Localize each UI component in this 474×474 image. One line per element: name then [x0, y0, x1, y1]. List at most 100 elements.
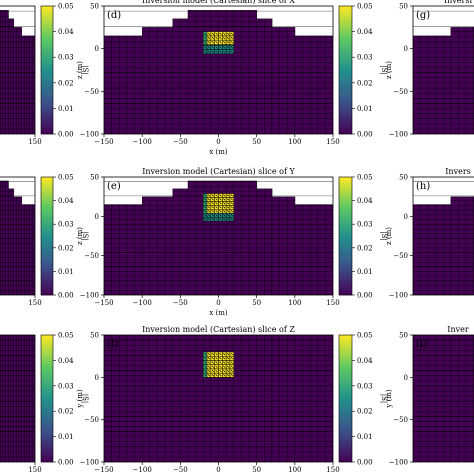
mesh-cell — [195, 209, 204, 216]
mesh-cell — [104, 266, 113, 272]
mesh-cell — [203, 92, 212, 99]
mesh-cell — [10, 257, 15, 263]
colorbar-segment — [339, 12, 352, 16]
colorbar-segment — [339, 82, 352, 87]
mesh-cell — [443, 51, 452, 58]
mesh-cell — [2, 181, 7, 187]
mesh-cell — [279, 72, 288, 79]
mesh-cell — [203, 97, 212, 104]
mesh-cell — [172, 82, 181, 89]
mesh-cell — [248, 186, 258, 192]
colorbar-segment — [41, 224, 53, 228]
mesh-cell — [203, 118, 212, 125]
mesh-cell — [5, 77, 9, 84]
mesh-cell — [164, 103, 174, 109]
mesh-cell — [2, 103, 7, 109]
colorbar-segment — [41, 108, 53, 112]
mesh-cell — [287, 87, 296, 94]
mesh-cell — [458, 31, 467, 38]
mesh-cell — [104, 97, 113, 104]
mesh-cell — [119, 238, 128, 244]
panel-c-plot — [0, 335, 35, 462]
mesh-cell — [317, 266, 326, 272]
mesh-cell — [233, 214, 242, 220]
mesh-cell — [413, 103, 421, 109]
mesh-cell — [271, 275, 280, 282]
mesh-cell — [24, 233, 28, 239]
anomaly-arrow — [211, 198, 214, 201]
colorbar-tick-label: 0.00 — [357, 292, 373, 300]
mesh-cell — [413, 118, 421, 125]
mesh-cell — [195, 266, 204, 272]
mesh-cell — [104, 209, 113, 216]
mesh-cell — [13, 224, 17, 230]
anomaly-arrow — [226, 210, 230, 213]
y-tick-label: −50 — [84, 88, 99, 96]
mesh-cell — [309, 204, 319, 206]
mesh-cell — [5, 51, 9, 58]
mesh-cell — [233, 261, 242, 268]
mesh-cell — [172, 123, 181, 130]
mesh-cell — [203, 247, 212, 253]
colorbar-segment — [41, 230, 53, 234]
mesh-cell — [218, 72, 227, 79]
mesh-cell — [458, 209, 467, 216]
mesh-cell — [0, 82, 4, 89]
mesh-cell — [271, 31, 280, 38]
mesh-cell — [5, 257, 9, 263]
mesh-cell — [279, 205, 288, 211]
mesh-cell — [302, 219, 311, 225]
mesh-cell — [16, 200, 20, 206]
mesh-cell — [21, 224, 25, 230]
mesh-cell — [141, 31, 151, 38]
mesh-cell — [16, 97, 20, 104]
mesh-cell — [13, 77, 17, 84]
mesh-cell — [287, 51, 296, 58]
mesh-cell — [141, 51, 151, 58]
mesh-cell — [458, 238, 467, 244]
mesh-cell — [134, 266, 143, 272]
mesh-cell — [149, 108, 158, 114]
mesh-cell — [264, 271, 273, 277]
mesh-cell — [225, 242, 235, 249]
colorbar-tick-label: 0.04 — [58, 28, 74, 36]
mesh-cell — [111, 92, 120, 99]
mesh-cell — [21, 275, 25, 282]
mesh-cell — [126, 214, 135, 220]
mesh-cell — [302, 118, 311, 125]
mesh-cell — [225, 77, 235, 84]
mesh-cell — [225, 87, 235, 94]
mesh-cell — [294, 266, 303, 272]
mesh-cell — [248, 41, 258, 48]
mesh-cell — [427, 92, 437, 99]
anomaly-arrow — [226, 41, 230, 44]
mesh-cell — [10, 87, 15, 94]
mesh-cell — [180, 82, 189, 89]
mesh-cell — [218, 21, 227, 27]
mesh-cell — [248, 51, 258, 58]
colorbar-segment — [339, 265, 352, 269]
mesh-cell — [29, 62, 33, 68]
mesh-cell — [287, 82, 296, 89]
mesh-cell — [256, 247, 265, 253]
colorbar-segment — [41, 9, 53, 13]
mesh-cell — [256, 72, 265, 79]
mesh-cell — [172, 87, 181, 94]
mesh-cell — [0, 21, 4, 27]
mesh-cell — [218, 280, 227, 286]
mesh-cell — [104, 275, 113, 282]
colorbar-segment — [41, 289, 53, 293]
mesh-cell — [325, 228, 333, 235]
mesh-cell — [5, 190, 9, 197]
mesh-cell — [21, 35, 25, 38]
mesh-cell — [164, 82, 174, 89]
mesh-cell — [427, 82, 437, 89]
mesh-cell — [225, 290, 235, 295]
mesh-cell — [18, 57, 23, 63]
mesh-cell — [134, 209, 143, 216]
mesh-cell — [317, 228, 326, 235]
anomaly-arrow — [203, 41, 207, 44]
mesh-cell — [187, 190, 196, 197]
colorbar-segment — [41, 73, 53, 77]
mesh-cell — [271, 36, 280, 43]
